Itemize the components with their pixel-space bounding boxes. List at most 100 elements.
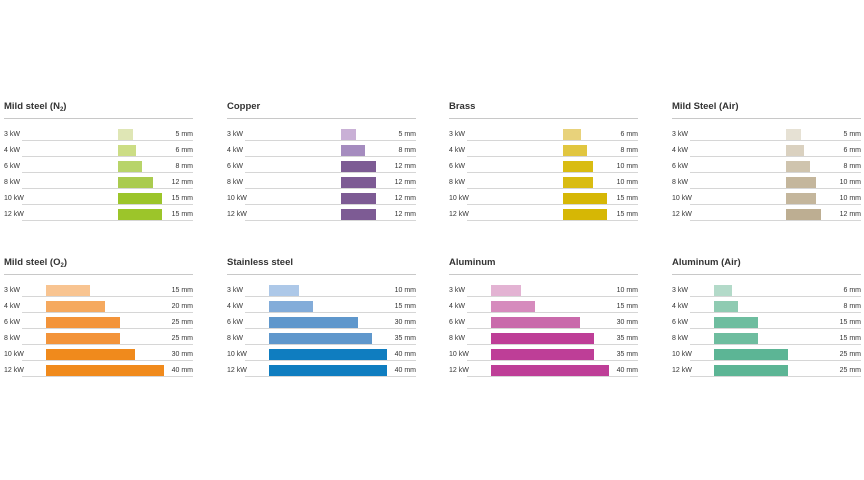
bar-row: 4 kW 6 mm bbox=[672, 145, 861, 157]
thickness-label: 10 mm bbox=[839, 179, 861, 186]
row-baseline bbox=[22, 204, 193, 205]
bar bbox=[118, 209, 163, 220]
row-baseline bbox=[467, 204, 638, 205]
power-label: 10 kW bbox=[672, 351, 692, 358]
bar bbox=[46, 285, 91, 296]
power-label: 12 kW bbox=[449, 367, 469, 374]
power-label: 12 kW bbox=[227, 211, 247, 218]
row-baseline bbox=[467, 188, 638, 189]
row-baseline bbox=[22, 156, 193, 157]
bar bbox=[118, 193, 163, 204]
thickness-label: 6 mm bbox=[175, 147, 194, 154]
bar bbox=[46, 349, 135, 360]
thickness-label: 12 mm bbox=[394, 179, 416, 186]
title-divider bbox=[672, 274, 861, 275]
row-baseline bbox=[245, 312, 416, 313]
thickness-label: 15 mm bbox=[839, 319, 861, 326]
bar-row: 12 kW 15 mm bbox=[4, 209, 193, 221]
bar-row: 8 kW 10 mm bbox=[449, 177, 638, 189]
bar bbox=[491, 285, 521, 296]
title-divider bbox=[227, 274, 416, 275]
thickness-label: 30 mm bbox=[394, 319, 416, 326]
power-label: 4 kW bbox=[227, 147, 243, 154]
chart-panel: Copper 3 kW 5 mm 4 kW 8 mm 6 kW 12 mm 8 kW 12 mm… bbox=[227, 101, 416, 231]
bar-row: 10 kW 15 mm bbox=[4, 193, 193, 205]
row-baseline bbox=[22, 312, 193, 313]
bar-row: 8 kW 12 mm bbox=[4, 177, 193, 189]
title-divider bbox=[449, 274, 638, 275]
thickness-label: 25 mm bbox=[839, 351, 861, 358]
row-baseline bbox=[245, 172, 416, 173]
bar-row: 4 kW 8 mm bbox=[449, 145, 638, 157]
row-baseline bbox=[22, 344, 193, 345]
power-label: 8 kW bbox=[672, 179, 688, 186]
bar-row: 8 kW 12 mm bbox=[227, 177, 416, 189]
bar-row: 12 kW 15 mm bbox=[449, 209, 638, 221]
thickness-label: 15 mm bbox=[171, 211, 193, 218]
bar-row: 12 kW 12 mm bbox=[227, 209, 416, 221]
power-label: 4 kW bbox=[4, 303, 20, 310]
bar-row: 12 kW 12 mm bbox=[672, 209, 861, 221]
thickness-label: 25 mm bbox=[839, 367, 861, 374]
power-label: 6 kW bbox=[449, 319, 465, 326]
thickness-label: 10 mm bbox=[394, 287, 416, 294]
thickness-label: 40 mm bbox=[394, 351, 416, 358]
power-label: 6 kW bbox=[4, 163, 20, 170]
row-baseline bbox=[245, 140, 416, 141]
chart-panel: Aluminum (Air) 3 kW 6 mm 4 kW 8 mm 6 kW 15 mm 8… bbox=[672, 257, 861, 387]
thickness-label: 10 mm bbox=[616, 179, 638, 186]
bar bbox=[46, 333, 120, 344]
bar bbox=[714, 301, 738, 312]
thickness-label: 40 mm bbox=[171, 367, 193, 374]
thickness-label: 30 mm bbox=[616, 319, 638, 326]
bar bbox=[491, 301, 536, 312]
bar bbox=[491, 349, 595, 360]
bar bbox=[269, 333, 373, 344]
power-label: 6 kW bbox=[449, 163, 465, 170]
bar bbox=[118, 129, 133, 140]
chart-title: Copper bbox=[227, 101, 260, 112]
thickness-label: 15 mm bbox=[171, 287, 193, 294]
bar-row: 10 kW 25 mm bbox=[672, 349, 861, 361]
row-baseline bbox=[690, 156, 861, 157]
thickness-label: 35 mm bbox=[616, 335, 638, 342]
power-label: 12 kW bbox=[4, 367, 24, 374]
bar bbox=[786, 145, 804, 156]
row-baseline bbox=[690, 344, 861, 345]
bar-row: 8 kW 25 mm bbox=[4, 333, 193, 345]
chart-panel: Mild steel (N2) 3 kW 5 mm 4 kW 6 mm 6 kW 8 mm 8… bbox=[4, 101, 193, 231]
power-label: 10 kW bbox=[227, 195, 247, 202]
thickness-label: 12 mm bbox=[394, 195, 416, 202]
power-label: 3 kW bbox=[672, 287, 688, 294]
thickness-label: 25 mm bbox=[171, 335, 193, 342]
power-label: 8 kW bbox=[449, 335, 465, 342]
row-baseline bbox=[245, 360, 416, 361]
chart-title-suffix: ) bbox=[63, 257, 67, 268]
bar bbox=[341, 161, 377, 172]
power-label: 6 kW bbox=[672, 319, 688, 326]
power-label: 8 kW bbox=[227, 335, 243, 342]
bar-row: 3 kW 15 mm bbox=[4, 285, 193, 297]
bar-row: 12 kW 40 mm bbox=[4, 365, 193, 377]
power-label: 4 kW bbox=[449, 303, 465, 310]
chart-title-text: Mild Steel (Air) bbox=[672, 101, 739, 112]
row-baseline bbox=[690, 204, 861, 205]
bar-row: 10 kW 35 mm bbox=[449, 349, 638, 361]
chart-title: Aluminum (Air) bbox=[672, 257, 741, 268]
power-label: 6 kW bbox=[672, 163, 688, 170]
row-baseline bbox=[467, 376, 638, 377]
bar bbox=[563, 177, 593, 188]
thickness-label: 8 mm bbox=[843, 163, 862, 170]
bar bbox=[786, 177, 816, 188]
title-divider bbox=[672, 118, 861, 119]
thickness-label: 20 mm bbox=[171, 303, 193, 310]
row-baseline bbox=[690, 188, 861, 189]
thickness-label: 10 mm bbox=[616, 163, 638, 170]
row-baseline bbox=[690, 328, 861, 329]
row-baseline bbox=[690, 140, 861, 141]
bar-row: 4 kW 6 mm bbox=[4, 145, 193, 157]
power-label: 12 kW bbox=[227, 367, 247, 374]
bar bbox=[341, 129, 356, 140]
bar-row: 3 kW 6 mm bbox=[449, 129, 638, 141]
title-divider bbox=[4, 118, 193, 119]
